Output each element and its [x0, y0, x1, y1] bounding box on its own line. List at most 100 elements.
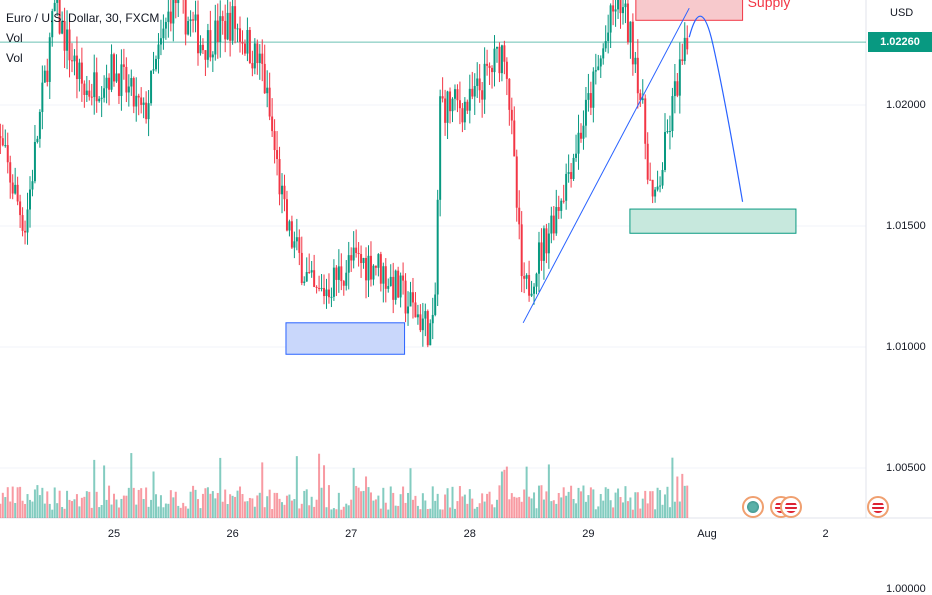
volume-bar [431, 486, 434, 518]
volume-bar [298, 508, 301, 518]
volume-bar [140, 488, 143, 518]
candle-body [629, 21, 632, 43]
volume-bar [221, 501, 224, 518]
trend-line[interactable] [522, 7, 690, 324]
volume-bar [194, 489, 197, 518]
candle-body [293, 241, 296, 248]
candle-body [663, 132, 666, 170]
volume-bar [61, 507, 64, 518]
volume-bar [651, 491, 654, 518]
volume-bar [98, 507, 101, 518]
candle-body [575, 153, 578, 158]
candle-body [602, 48, 605, 59]
volume-bar [313, 506, 316, 518]
globe-event-icon[interactable] [742, 496, 764, 518]
volume-bar [402, 486, 405, 518]
projection-curve[interactable] [688, 15, 744, 202]
symbol-title[interactable]: Euro / U.S. Dollar, 30, FXCM [6, 11, 160, 25]
volume-bar [117, 507, 120, 518]
candle-body [51, 11, 54, 38]
candle-body [599, 58, 602, 67]
volume-indicator-label-1[interactable]: Vol [6, 31, 23, 45]
volume-bar [520, 501, 523, 518]
candle-body [612, 5, 615, 12]
candle-body [281, 185, 284, 195]
volume-bar [476, 506, 479, 518]
candle-body [387, 286, 390, 289]
candle-body [68, 29, 71, 61]
volume-bar [582, 485, 585, 518]
demand-zone[interactable] [629, 208, 797, 234]
supply-label[interactable]: Supply [747, 0, 791, 11]
candle-body [510, 109, 513, 121]
volume-bar [609, 500, 612, 518]
volume-bar [659, 490, 662, 518]
us-flag-icon[interactable] [780, 496, 802, 518]
volume-bar [209, 493, 212, 518]
candle-body [19, 201, 22, 216]
drawing-zones[interactable] [49, 0, 797, 355]
candle-body [246, 29, 249, 54]
volume-bar [542, 499, 545, 518]
candles [0, 0, 689, 348]
candle-body [108, 77, 111, 90]
candle-body [683, 37, 686, 62]
volume-bar [683, 485, 686, 518]
candle-body [288, 221, 291, 231]
volume-bar [473, 508, 476, 518]
volume-bar [397, 505, 400, 518]
volume-bar [604, 487, 607, 518]
volume-bar [678, 501, 681, 518]
volume-bar [83, 496, 86, 518]
candle-body [85, 90, 88, 95]
volume-bar [281, 502, 284, 518]
candle-body [9, 162, 12, 183]
candle-body [567, 172, 570, 174]
volume-bar [51, 509, 54, 518]
volume-indicator-label-2[interactable]: Vol [6, 51, 23, 65]
candle-body [666, 131, 669, 133]
volume-bar [562, 487, 565, 518]
volume-bar [515, 497, 518, 518]
candle-body [634, 57, 637, 65]
volume-bar [537, 485, 540, 518]
volume-bar [73, 499, 76, 518]
candle-body [686, 37, 689, 50]
volume-bar [639, 508, 642, 518]
volume-bar [169, 490, 172, 518]
candle-body [298, 237, 301, 253]
volume-bar [248, 497, 251, 518]
candle-body [290, 221, 293, 248]
candle-body [513, 120, 516, 157]
candle-body [478, 78, 481, 91]
candle-body [174, 0, 177, 4]
volume-bar [38, 495, 41, 518]
drawing-lines[interactable] [522, 7, 744, 324]
volume-bar [661, 504, 664, 518]
candle-body [243, 43, 246, 54]
volume-bar [654, 509, 657, 518]
candle-body [26, 209, 29, 233]
volume-bar [256, 495, 259, 518]
volume-bar [130, 453, 133, 518]
volume-bar [1, 492, 4, 518]
currency-label[interactable]: USD [890, 7, 914, 19]
support-zone[interactable] [285, 322, 406, 355]
volume-bar [355, 485, 358, 518]
volume-bar [110, 504, 113, 518]
volume-bar [108, 485, 111, 518]
candle-body [444, 98, 447, 123]
volume-bar [367, 487, 370, 518]
supply-zone[interactable] [635, 0, 744, 21]
candle-body [446, 91, 449, 123]
candle-body [661, 169, 664, 186]
volume-bar [646, 503, 649, 518]
volume-bar [389, 486, 392, 518]
volume-bar [95, 491, 98, 518]
volume-bar [488, 491, 491, 518]
us-flag-icon[interactable] [867, 496, 889, 518]
candle-body [384, 266, 387, 289]
volume-bar [305, 489, 308, 518]
